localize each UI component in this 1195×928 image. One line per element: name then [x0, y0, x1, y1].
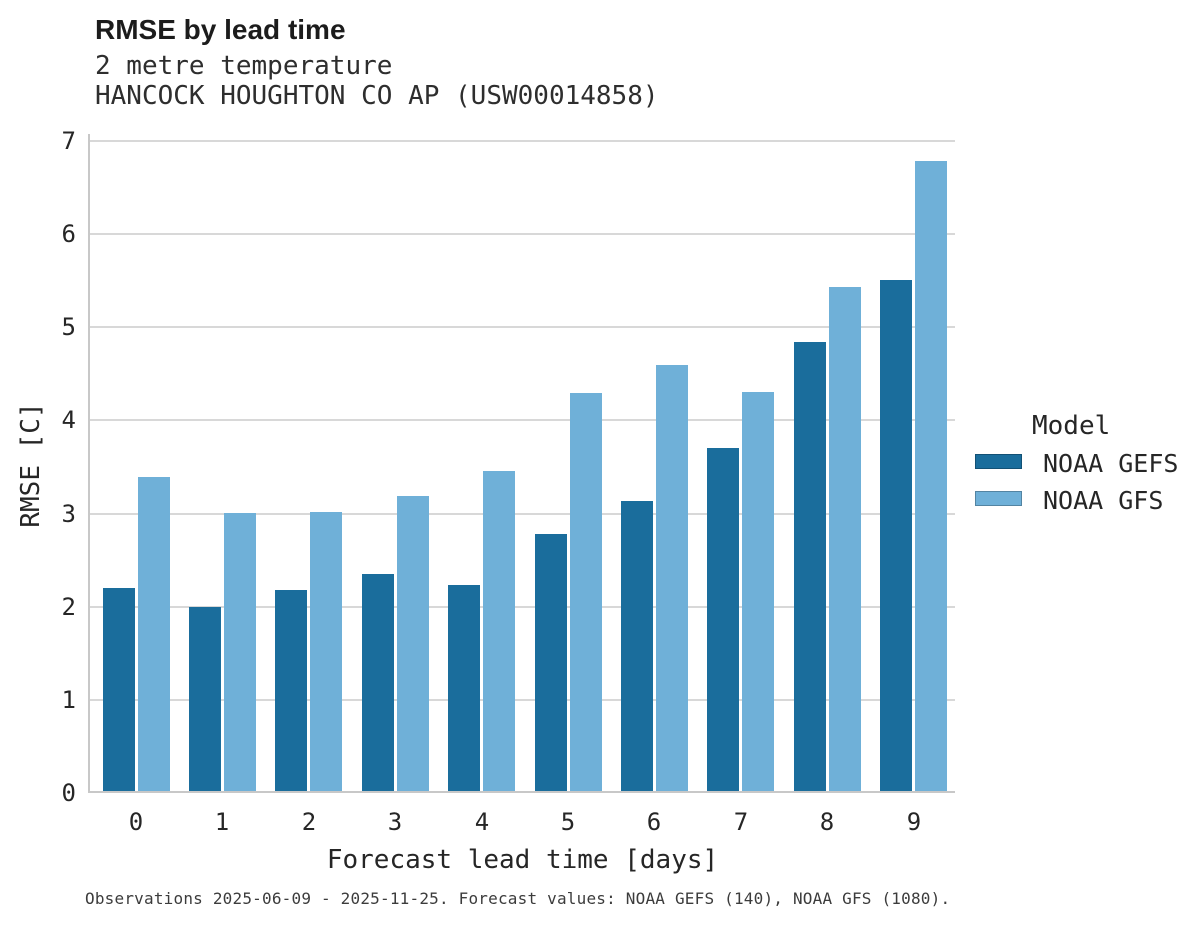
y-axis-line	[88, 134, 90, 793]
y-tick-label-6: 6	[61, 220, 76, 248]
x-tick-label-7: 7	[733, 808, 749, 836]
chart-subtitle: 2 metre temperature	[95, 51, 393, 81]
bar-noaa-gefs-day-8	[794, 342, 826, 793]
bar-noaa-gfs-day-7	[742, 392, 774, 793]
x-tick-label-4: 4	[474, 808, 490, 836]
y-tick-label-7: 7	[61, 127, 76, 155]
bar-noaa-gfs-day-9	[915, 161, 947, 793]
x-tick-label-9: 9	[906, 808, 922, 836]
y-tick-label-2: 2	[61, 593, 76, 621]
bar-noaa-gefs-day-1	[189, 607, 221, 793]
gridline-y7	[90, 140, 955, 142]
gridline-y3	[90, 513, 955, 515]
bar-noaa-gfs-day-1	[224, 513, 256, 793]
chart-title: RMSE by lead time	[95, 14, 346, 45]
bar-noaa-gfs-day-6	[656, 365, 688, 793]
y-tick-label-3: 3	[61, 500, 76, 528]
bar-noaa-gfs-day-4	[483, 471, 515, 793]
bar-noaa-gefs-day-5	[535, 534, 567, 793]
bar-noaa-gefs-day-9	[880, 280, 912, 793]
bar-noaa-gefs-day-4	[448, 585, 480, 793]
caption: Observations 2025-06-09 - 2025-11-25. Fo…	[85, 889, 951, 908]
bar-noaa-gefs-day-6	[621, 501, 653, 793]
bar-noaa-gefs-day-0	[103, 588, 135, 793]
y-tick-label-4: 4	[61, 406, 76, 434]
x-tick-label-3: 3	[387, 808, 403, 836]
x-tick-label-2: 2	[301, 808, 317, 836]
bar-noaa-gefs-day-3	[362, 574, 394, 793]
gridline-y1	[90, 699, 955, 701]
gridline-y2	[90, 606, 955, 608]
legend-label-noaa-gefs: NOAA GEFS	[1043, 449, 1179, 478]
legend-title: Model	[1032, 411, 1111, 441]
x-axis-title: Forecast lead time [days]	[326, 845, 719, 875]
x-tick-label-0: 0	[128, 808, 144, 836]
bar-noaa-gfs-day-3	[397, 496, 429, 793]
x-tick-label-1: 1	[214, 808, 230, 836]
gridline-y5	[90, 326, 955, 328]
y-tick-label-1: 1	[61, 686, 76, 714]
bar-noaa-gfs-day-5	[570, 393, 602, 793]
gridline-y4	[90, 419, 955, 421]
y-tick-label-5: 5	[61, 313, 76, 341]
legend-swatch-noaa-gefs	[975, 454, 1022, 469]
x-tick-label-6: 6	[646, 808, 662, 836]
bar-noaa-gefs-day-7	[707, 448, 739, 793]
bar-noaa-gefs-day-2	[275, 590, 307, 793]
bar-noaa-gfs-day-2	[310, 512, 342, 793]
bar-noaa-gfs-day-8	[829, 287, 861, 793]
y-tick-label-0: 0	[61, 779, 76, 807]
bar-noaa-gfs-day-0	[138, 477, 170, 793]
station-name: HANCOCK HOUGHTON CO AP (USW00014858)	[95, 81, 659, 111]
x-tick-label-5: 5	[560, 808, 576, 836]
x-tick-label-8: 8	[819, 808, 835, 836]
gridline-y6	[90, 233, 955, 235]
legend-label-noaa-gfs: NOAA GFS	[1043, 486, 1164, 515]
legend-swatch-noaa-gfs	[975, 491, 1022, 506]
x-axis-line	[88, 791, 955, 793]
